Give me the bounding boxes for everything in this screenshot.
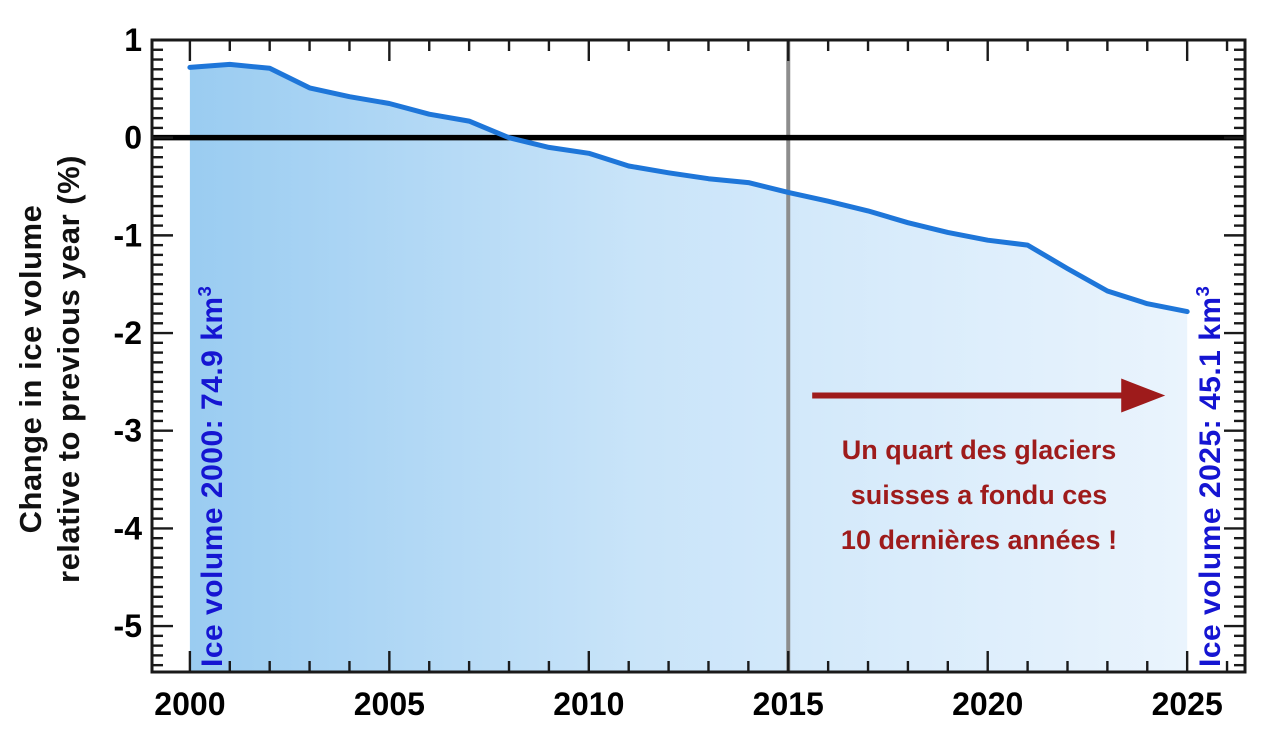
- x-tick-label: 2020: [952, 686, 1023, 722]
- left-volume-text: Ice volume 2000: 74.9 km: [196, 296, 229, 667]
- right-volume-superscript: 3: [1192, 285, 1213, 297]
- melt-note-line3: 10 dernières années !: [840, 525, 1118, 555]
- y-axis-title-line1: Change in ice volume: [13, 204, 48, 534]
- y-tick-label: -3: [114, 413, 142, 449]
- y-tick-label: 1: [124, 22, 142, 58]
- y-axis-title: Change in ice volume relative to previou…: [12, 88, 90, 650]
- y-tick-label: -5: [114, 608, 142, 644]
- x-tick-label: 2015: [753, 686, 824, 722]
- x-tick-label: 2025: [1152, 686, 1223, 722]
- tick-labels: 2000 2005 2010 2015 2020 2025 1 0 -1 -2 -3 -4 -5: [114, 22, 1223, 722]
- y-tick-label: -1: [114, 217, 142, 253]
- left-volume-superscript: 3: [194, 285, 215, 297]
- axis-frame: [150, 38, 1247, 674]
- y-tick-label: -2: [114, 315, 142, 351]
- melt-note-line2: suisses a fondu ces: [850, 480, 1108, 510]
- y-axis-title-line2: relative to previous year (%): [51, 155, 86, 583]
- y-tick-label: -4: [114, 510, 143, 546]
- ice-volume-curve: [187, 61, 1190, 315]
- x-tick-label: 2000: [154, 686, 225, 722]
- melt-note-line1: Un quart des glaciers: [841, 435, 1117, 465]
- y-tick-label: 0: [124, 120, 142, 156]
- melt-note: Un quart des glaciers suisses a fondu ce…: [790, 428, 1168, 563]
- left-volume-label: Ice volume 2000: 74.9 km3: [194, 227, 232, 667]
- right-volume-text: Ice volume 2025: 45.1 km: [1194, 296, 1227, 667]
- right-volume-label: Ice volume 2025: 45.1 km3: [1192, 227, 1230, 667]
- melt-arrow-head: [1121, 378, 1166, 413]
- x-tick-label: 2010: [553, 686, 624, 722]
- x-tick-label: 2005: [354, 686, 425, 722]
- area-fill: [189, 64, 1188, 671]
- tick-marks: [152, 38, 1245, 672]
